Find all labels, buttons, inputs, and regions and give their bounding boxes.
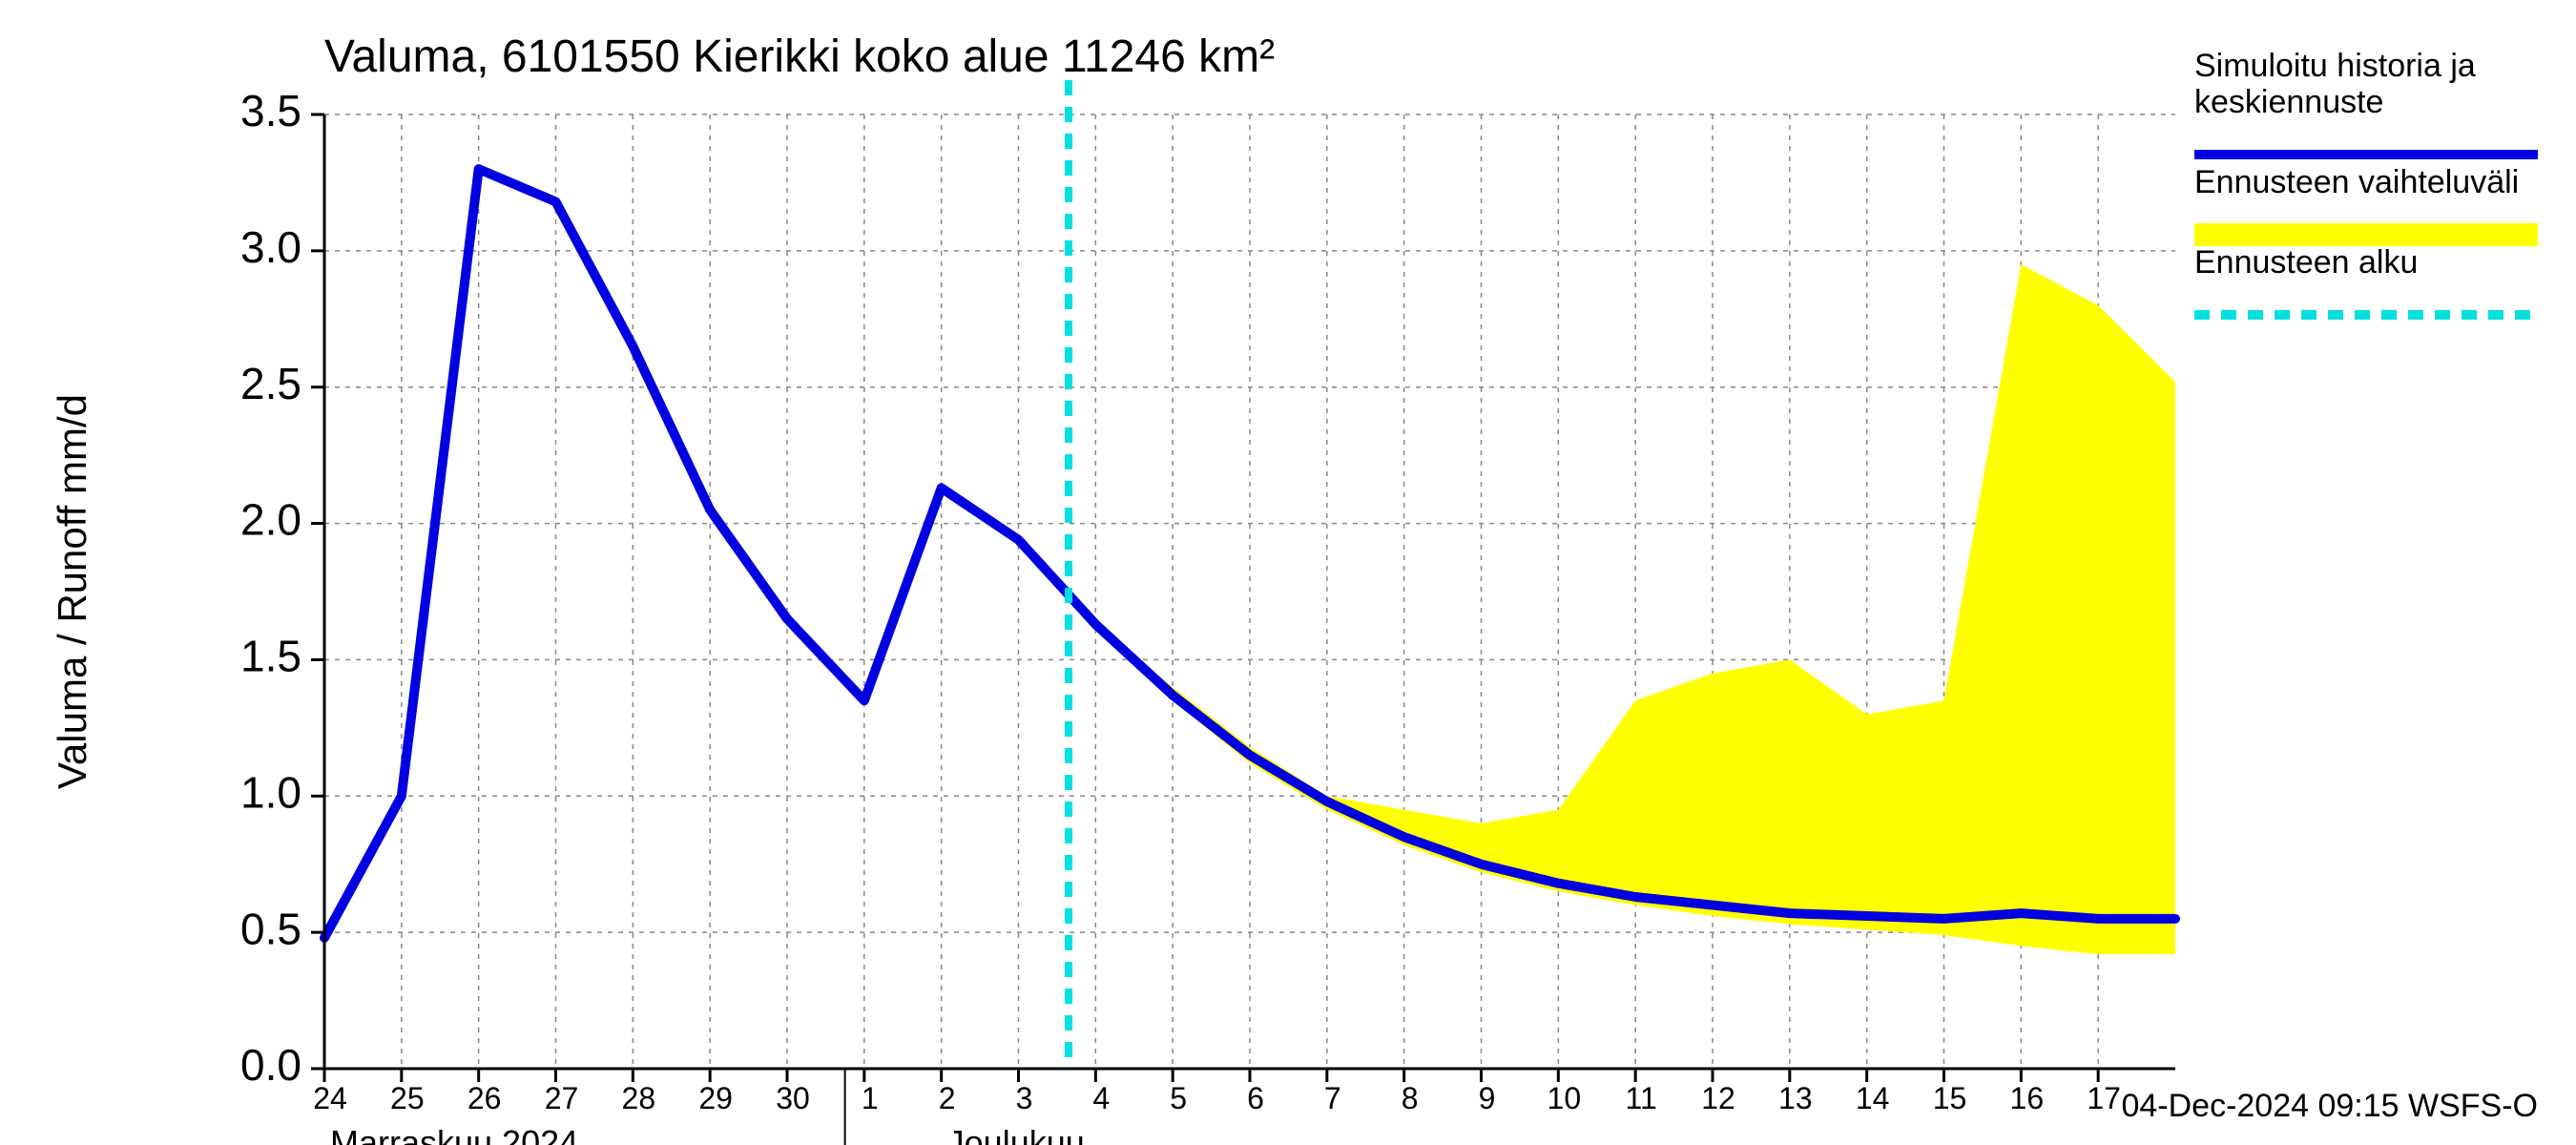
legend-label: Ennusteen vaihteluväli bbox=[2194, 164, 2519, 200]
x-tick-label: 15 bbox=[1933, 1081, 1967, 1115]
chart-title: Valuma, 6101550 Kierikki koko alue 11246… bbox=[324, 31, 1275, 82]
x-tick-label: 9 bbox=[1479, 1081, 1496, 1115]
y-tick-label: 1.0 bbox=[240, 767, 301, 817]
month-label: Joulukuu bbox=[947, 1123, 1085, 1145]
month-label: Marraskuu 2024 bbox=[330, 1123, 578, 1145]
x-tick-label: 28 bbox=[622, 1081, 656, 1115]
x-tick-label: 12 bbox=[1701, 1081, 1735, 1115]
x-tick-label: 10 bbox=[1548, 1081, 1582, 1115]
x-tick-label: 3 bbox=[1016, 1081, 1033, 1115]
y-tick-label: 1.5 bbox=[240, 632, 301, 681]
y-tick-label: 2.0 bbox=[240, 495, 301, 545]
y-tick-label: 3.5 bbox=[240, 86, 301, 135]
x-tick-label: 14 bbox=[1856, 1081, 1890, 1115]
y-tick-label: 2.5 bbox=[240, 359, 301, 408]
runoff-chart: Valuma, 6101550 Kierikki koko alue 11246… bbox=[0, 0, 2576, 1145]
legend-swatch-fill bbox=[2194, 223, 2538, 246]
x-tick-label: 24 bbox=[313, 1081, 347, 1115]
x-tick-label: 8 bbox=[1402, 1081, 1419, 1115]
footer-text: 04-Dec-2024 09:15 WSFS-O bbox=[2121, 1088, 2538, 1124]
x-tick-label: 5 bbox=[1170, 1081, 1187, 1115]
x-tick-label: 29 bbox=[698, 1081, 733, 1115]
legend-label: keskiennuste bbox=[2194, 84, 2383, 120]
y-tick-label: 0.0 bbox=[240, 1040, 301, 1090]
x-tick-label: 2 bbox=[939, 1081, 956, 1115]
y-tick-label: 0.5 bbox=[240, 904, 301, 953]
x-tick-label: 17 bbox=[2087, 1081, 2121, 1115]
y-tick-label: 3.0 bbox=[240, 222, 301, 272]
legend-label: Ennusteen alku bbox=[2194, 244, 2418, 281]
x-tick-label: 27 bbox=[545, 1081, 579, 1115]
x-tick-label: 6 bbox=[1247, 1081, 1264, 1115]
x-tick-label: 13 bbox=[1778, 1081, 1813, 1115]
x-tick-label: 16 bbox=[2010, 1081, 2045, 1115]
x-tick-label: 30 bbox=[776, 1081, 810, 1115]
legend-label: Simuloitu historia ja bbox=[2194, 48, 2476, 84]
x-tick-label: 4 bbox=[1092, 1081, 1110, 1115]
x-tick-label: 26 bbox=[467, 1081, 502, 1115]
x-tick-label: 25 bbox=[390, 1081, 425, 1115]
x-tick-label: 11 bbox=[1626, 1081, 1657, 1115]
y-axis-title: Valuma / Runoff mm/d bbox=[50, 394, 94, 789]
x-tick-label: 7 bbox=[1324, 1081, 1341, 1115]
x-tick-label: 1 bbox=[862, 1081, 879, 1115]
